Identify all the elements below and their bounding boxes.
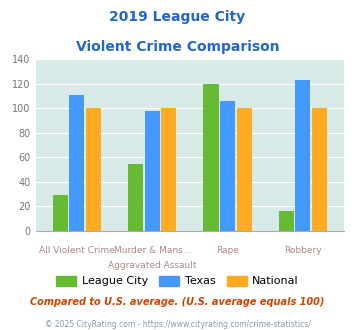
Text: Aggravated Assault: Aggravated Assault: [108, 261, 197, 270]
Bar: [145, 111, 160, 231]
Bar: [220, 101, 235, 231]
Text: Murder & Mans...: Murder & Mans...: [114, 246, 191, 255]
Bar: [203, 84, 219, 231]
Text: Violent Crime Comparison: Violent Crime Comparison: [76, 40, 279, 53]
Bar: [237, 109, 252, 231]
Text: Rape: Rape: [216, 246, 239, 255]
Text: 2019 League City: 2019 League City: [109, 10, 246, 24]
Legend: League City, Texas, National: League City, Texas, National: [52, 271, 303, 291]
Text: Robbery: Robbery: [284, 246, 322, 255]
Text: All Violent Crime: All Violent Crime: [39, 246, 115, 255]
Bar: [161, 109, 176, 231]
Bar: [295, 80, 311, 231]
Bar: [128, 164, 143, 231]
Bar: [69, 95, 84, 231]
Bar: [312, 109, 327, 231]
Bar: [53, 195, 68, 231]
Text: Compared to U.S. average. (U.S. average equals 100): Compared to U.S. average. (U.S. average …: [30, 297, 325, 307]
Bar: [86, 109, 101, 231]
Bar: [279, 212, 294, 231]
Text: © 2025 CityRating.com - https://www.cityrating.com/crime-statistics/: © 2025 CityRating.com - https://www.city…: [45, 320, 310, 329]
